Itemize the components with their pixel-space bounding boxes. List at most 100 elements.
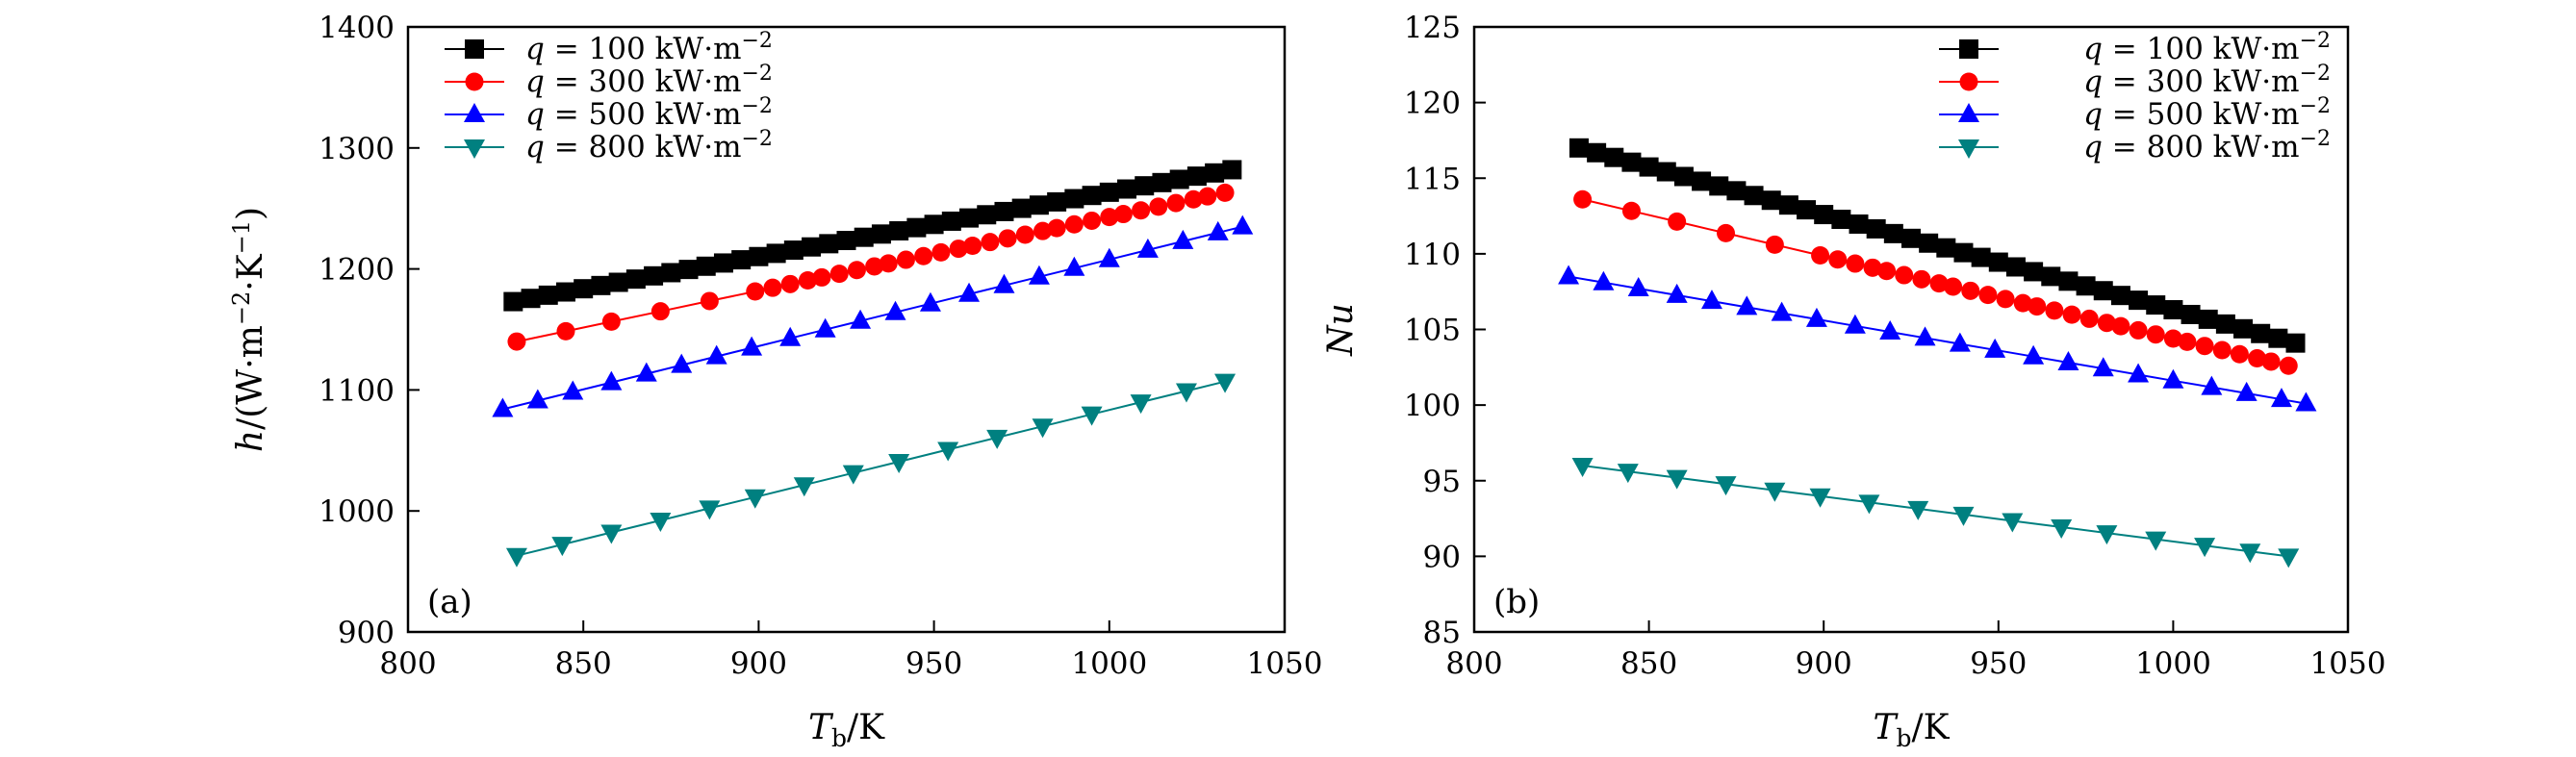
panel-b-series-2-point-5 (1765, 235, 1784, 254)
panel-a-series-1-point-38 (1152, 172, 1172, 192)
panel-b-series-1-point-23 (1953, 242, 1974, 263)
panel-a-series-2-point-26 (1083, 211, 1102, 230)
panel-b-series-2-point-19 (2028, 297, 2047, 316)
panel-a-series-4-point-9 (888, 453, 910, 473)
panel-b-x-tick-label-850: 850 (1620, 646, 1677, 681)
panel-a-series-4-point-11 (986, 429, 1008, 449)
panel-a-series-3-point-13 (919, 291, 941, 312)
panel-b-series-2-point-2 (1621, 201, 1641, 220)
panel-b-series-1-point-2 (1587, 142, 1607, 163)
panel-a-series-2-point-8 (780, 274, 800, 293)
panel-b-series-3-point-5 (1700, 290, 1722, 310)
panel-a-series-1-point-33 (1064, 189, 1084, 209)
panel-b-series-4-point-7 (1858, 494, 1880, 515)
panel-b-series-1-point-4 (1621, 152, 1642, 172)
panel-b-series-4-point-15 (2239, 543, 2261, 564)
panel-b-series-4-point-2 (1617, 464, 1639, 484)
panel-a-series-1-point-12 (696, 256, 716, 276)
panel-b-series-2-point-18 (2013, 293, 2032, 313)
panel-b-series-4-point-16 (2278, 548, 2300, 568)
panel-b-series-1-point-12 (1761, 190, 1781, 211)
panel-b-series-4-point-8 (1907, 500, 1929, 520)
panel-b-series-2-point-21 (2062, 305, 2081, 324)
panel-a-series-2-point-20 (981, 233, 1000, 252)
panel-a-x-tick-label-1050: 1050 (1247, 646, 1323, 681)
panel-a-legend-entry-1: q = 100 kW·m−2 (525, 29, 773, 66)
panel-b-series-1-point-3 (1604, 147, 1624, 167)
panel-a-y-tick-label-1300: 1300 (319, 132, 395, 166)
panel-b-legend-entry-3: q = 500 kW·m−2 (2083, 94, 2331, 132)
panel-a-series-2-point-9 (798, 271, 817, 290)
panel-a-series-1-point-36 (1117, 179, 1137, 199)
panel-b-series-4-line (1582, 465, 2289, 558)
panel-a-x-tick-label-800: 800 (379, 646, 436, 681)
panel-b-series-4-point-10 (2002, 513, 2024, 533)
panel-a-series-1-point-34 (1082, 186, 1102, 206)
panel-b-series-4-point-1 (1571, 458, 1594, 478)
panel-a-series-3-point-22 (1232, 214, 1254, 235)
panel-b-series-1-point-35 (2163, 300, 2183, 320)
panel-a-series-1-point-40 (1186, 166, 1207, 187)
panel-b-series-3-point-21 (2270, 388, 2292, 408)
panel-a-series-1-point-19 (819, 234, 839, 254)
panel-a-series-1-point-29 (994, 201, 1014, 221)
panel-b-series-2-point-24 (2111, 316, 2130, 336)
panel-a-series-1-point-8 (625, 269, 646, 290)
panel-a-series-1-point-4 (555, 282, 575, 302)
panel-a-series-4-point-2 (551, 537, 574, 557)
panel-b-series-1-point-42 (2285, 333, 2306, 353)
panel-a-series-4-point-13 (1081, 406, 1103, 426)
panel-b-series-1-point-25 (1988, 252, 2008, 272)
panel-a-series-1-point-1 (503, 291, 523, 312)
panel-b-y-tick-label-85: 85 (1423, 616, 1461, 650)
panel-a-series-2-point-3 (601, 312, 621, 331)
panel-a-legend-marker-3 (464, 103, 485, 122)
panel-b-series-1-point-40 (2251, 323, 2271, 343)
panel-a-series-1-point-18 (802, 237, 822, 257)
panel-b-legend-entry-2: q = 300 kW·m−2 (2083, 62, 2331, 99)
panel-a-series-2-point-6 (746, 282, 765, 301)
panel-b-y-tick-label-120: 120 (1404, 87, 1461, 121)
panel-a-y-tick-label-1200: 1200 (319, 253, 395, 288)
panel-b-series-2-point-32 (2248, 349, 2267, 368)
panel-a-x-tick-label-1000: 1000 (1071, 646, 1147, 681)
panel-a-series-4-point-5 (699, 500, 721, 520)
panel-b-series-3-point-2 (1593, 270, 1615, 290)
panel-b-series-1-point-16 (1831, 210, 1851, 230)
panel-a-series-2-point-34 (1215, 183, 1235, 202)
panel-b-series-2-point-12 (1912, 269, 1931, 289)
panel-b-series-1-point-37 (2198, 309, 2218, 329)
panel-a-series-2-point-31 (1166, 193, 1186, 213)
panel-b-legend-marker-1 (1959, 39, 1978, 59)
panel-a-series-3-point-7 (705, 344, 727, 365)
panel-a-series-2-point-17 (931, 242, 951, 262)
panel-a-legend-marker-1 (465, 39, 484, 59)
panel-a-series-1-point-26 (941, 211, 961, 231)
panel-b-series-1-point-15 (1814, 205, 1834, 225)
panel-b-y-tick-label-125: 125 (1404, 11, 1461, 45)
panel-b-series-1-point-10 (1726, 181, 1747, 201)
panel-b-series-3-point-3 (1627, 276, 1649, 296)
panel-a-series-2-point-18 (949, 240, 968, 259)
panel-a-series-2-point-1 (507, 332, 526, 351)
panel-a-series-2-point-23 (1033, 221, 1053, 240)
panel-a-legend: q = 100 kW·m−2q = 300 kW·m−2q = 500 kW·m… (445, 29, 773, 164)
panel-a-series-3-point-20 (1172, 229, 1194, 249)
panel-b-series-4-point-12 (2096, 525, 2118, 545)
panel-b-x-tick-label-800: 800 (1445, 646, 1502, 681)
panel-b-series-3-point-12 (1949, 332, 1971, 352)
panel-b-series-4-point-14 (2194, 538, 2216, 558)
panel-a-series-4-point-10 (937, 442, 959, 462)
panel-b-series-1-point-1 (1569, 138, 1589, 158)
panel-b-series-2-point-15 (1961, 281, 1980, 300)
panel-b-series-3-point-6 (1736, 295, 1758, 315)
panel-a-series-2-point-25 (1064, 214, 1084, 234)
panel-a-series-2-point-24 (1047, 218, 1066, 238)
panel-a-series-1-point-16 (766, 243, 786, 264)
panel-a-label: (a) (427, 583, 472, 621)
panel-b-series-3-point-9 (1844, 314, 1866, 334)
panel-b-series-1-point-22 (1936, 238, 1956, 258)
panel-b-series-2-point-22 (2079, 309, 2099, 328)
panel-b-series-1-point-29 (2058, 271, 2079, 291)
